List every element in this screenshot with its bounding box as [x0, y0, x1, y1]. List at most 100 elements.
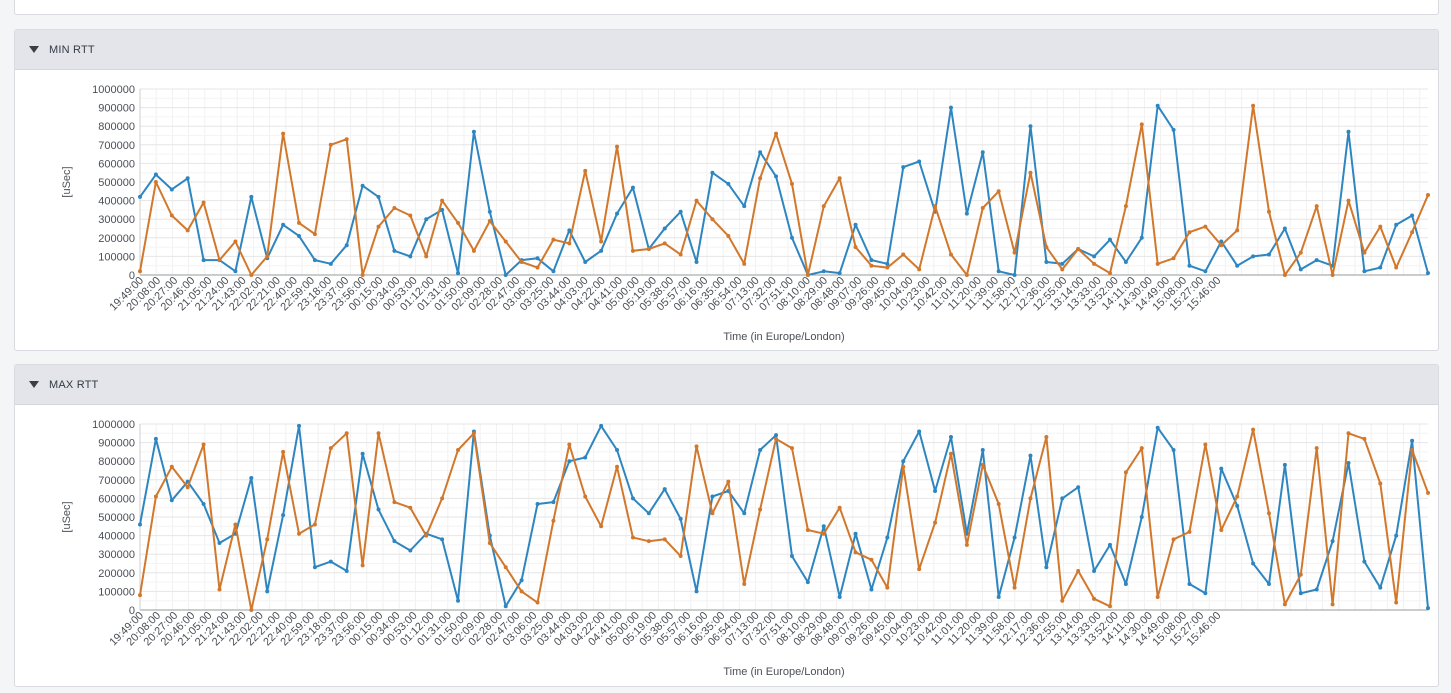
data-point [853, 245, 858, 250]
data-point [630, 248, 635, 253]
series-line [139, 428, 1429, 611]
data-point [1394, 265, 1399, 270]
data-point [376, 224, 381, 229]
data-point [1187, 230, 1192, 235]
data-point [1076, 246, 1081, 251]
triangle-down-icon[interactable] [29, 381, 39, 388]
data-point [233, 522, 238, 527]
data-point [471, 248, 476, 253]
y-tick-label: 100000 [98, 586, 135, 598]
max-rtt-chart: 0 100000 200000 300000 400000 500000 600000 700… [61, 419, 1430, 678]
data-point [1155, 103, 1160, 108]
data-point [901, 464, 906, 469]
data-point [567, 459, 572, 464]
data-point [1346, 198, 1351, 203]
data-point [297, 531, 302, 536]
data-point [599, 423, 604, 428]
data-point [408, 213, 413, 218]
data-point [1155, 261, 1160, 266]
data-point [758, 150, 763, 155]
data-point [1266, 581, 1271, 586]
data-point [169, 213, 174, 218]
data-point [249, 608, 254, 612]
data-point [487, 541, 492, 546]
data-point [1171, 448, 1176, 453]
data-point [328, 142, 333, 147]
data-point [917, 267, 922, 272]
data-point [456, 220, 461, 225]
data-point [1044, 435, 1049, 440]
data-point [1092, 261, 1097, 266]
panel-header[interactable]: MIN RTT [15, 30, 1438, 70]
panel-title: MIN RTT [49, 43, 95, 56]
data-point [1139, 446, 1144, 451]
data-point [599, 248, 604, 253]
data-point [630, 535, 635, 540]
data-point [742, 261, 747, 266]
data-point [503, 239, 508, 244]
data-point [1346, 129, 1351, 134]
panel-header[interactable]: MAX RTT [15, 365, 1438, 405]
data-point [1235, 494, 1240, 499]
data-point [1266, 209, 1271, 214]
data-point [1028, 170, 1033, 175]
data-point [948, 252, 953, 257]
y-tick-label: 800000 [98, 456, 135, 468]
data-point [1362, 436, 1367, 441]
data-point [662, 226, 667, 231]
data-point [885, 535, 890, 540]
data-point [1410, 230, 1415, 235]
data-point [1282, 462, 1287, 467]
data-point [392, 206, 397, 211]
data-point [933, 488, 938, 493]
data-point [710, 217, 715, 222]
data-point [1410, 213, 1415, 218]
y-tick-label: 600000 [98, 158, 135, 170]
data-point [933, 520, 938, 525]
data-point [138, 194, 142, 199]
data-point [503, 273, 508, 277]
data-point [281, 513, 286, 518]
data-point [853, 531, 858, 536]
data-point [424, 217, 429, 222]
data-point [710, 511, 715, 516]
data-point [917, 429, 922, 434]
data-point [774, 174, 779, 179]
data-point [1187, 529, 1192, 534]
data-point [1028, 496, 1033, 501]
data-point [1139, 235, 1144, 240]
data-point [392, 539, 397, 544]
y-tick-label: 1000000 [92, 419, 135, 431]
data-point [1012, 585, 1017, 590]
data-point [1123, 581, 1128, 586]
data-point [885, 265, 890, 270]
data-point [281, 222, 286, 227]
data-point [1426, 490, 1430, 495]
data-point [138, 593, 142, 598]
data-point [551, 269, 556, 274]
data-point [583, 494, 588, 499]
triangle-down-icon[interactable] [29, 46, 39, 53]
data-point [1314, 587, 1319, 592]
data-point [328, 446, 333, 451]
data-point [694, 198, 699, 203]
y-tick-label: 200000 [98, 568, 135, 580]
data-point [551, 518, 556, 523]
data-point [885, 261, 890, 266]
data-point [1092, 568, 1097, 573]
data-point [1219, 528, 1224, 533]
data-point [996, 269, 1001, 274]
data-point [185, 485, 190, 490]
data-point [837, 176, 842, 181]
data-point [1107, 237, 1112, 242]
data-point [471, 129, 476, 134]
data-point [567, 442, 572, 447]
y-tick-label: 900000 [98, 438, 135, 450]
data-point [535, 501, 540, 506]
data-point [1203, 224, 1208, 229]
data-point [249, 194, 254, 199]
data-point [1219, 243, 1224, 248]
data-point [169, 464, 174, 469]
data-point [1123, 470, 1128, 475]
data-point [328, 559, 333, 564]
